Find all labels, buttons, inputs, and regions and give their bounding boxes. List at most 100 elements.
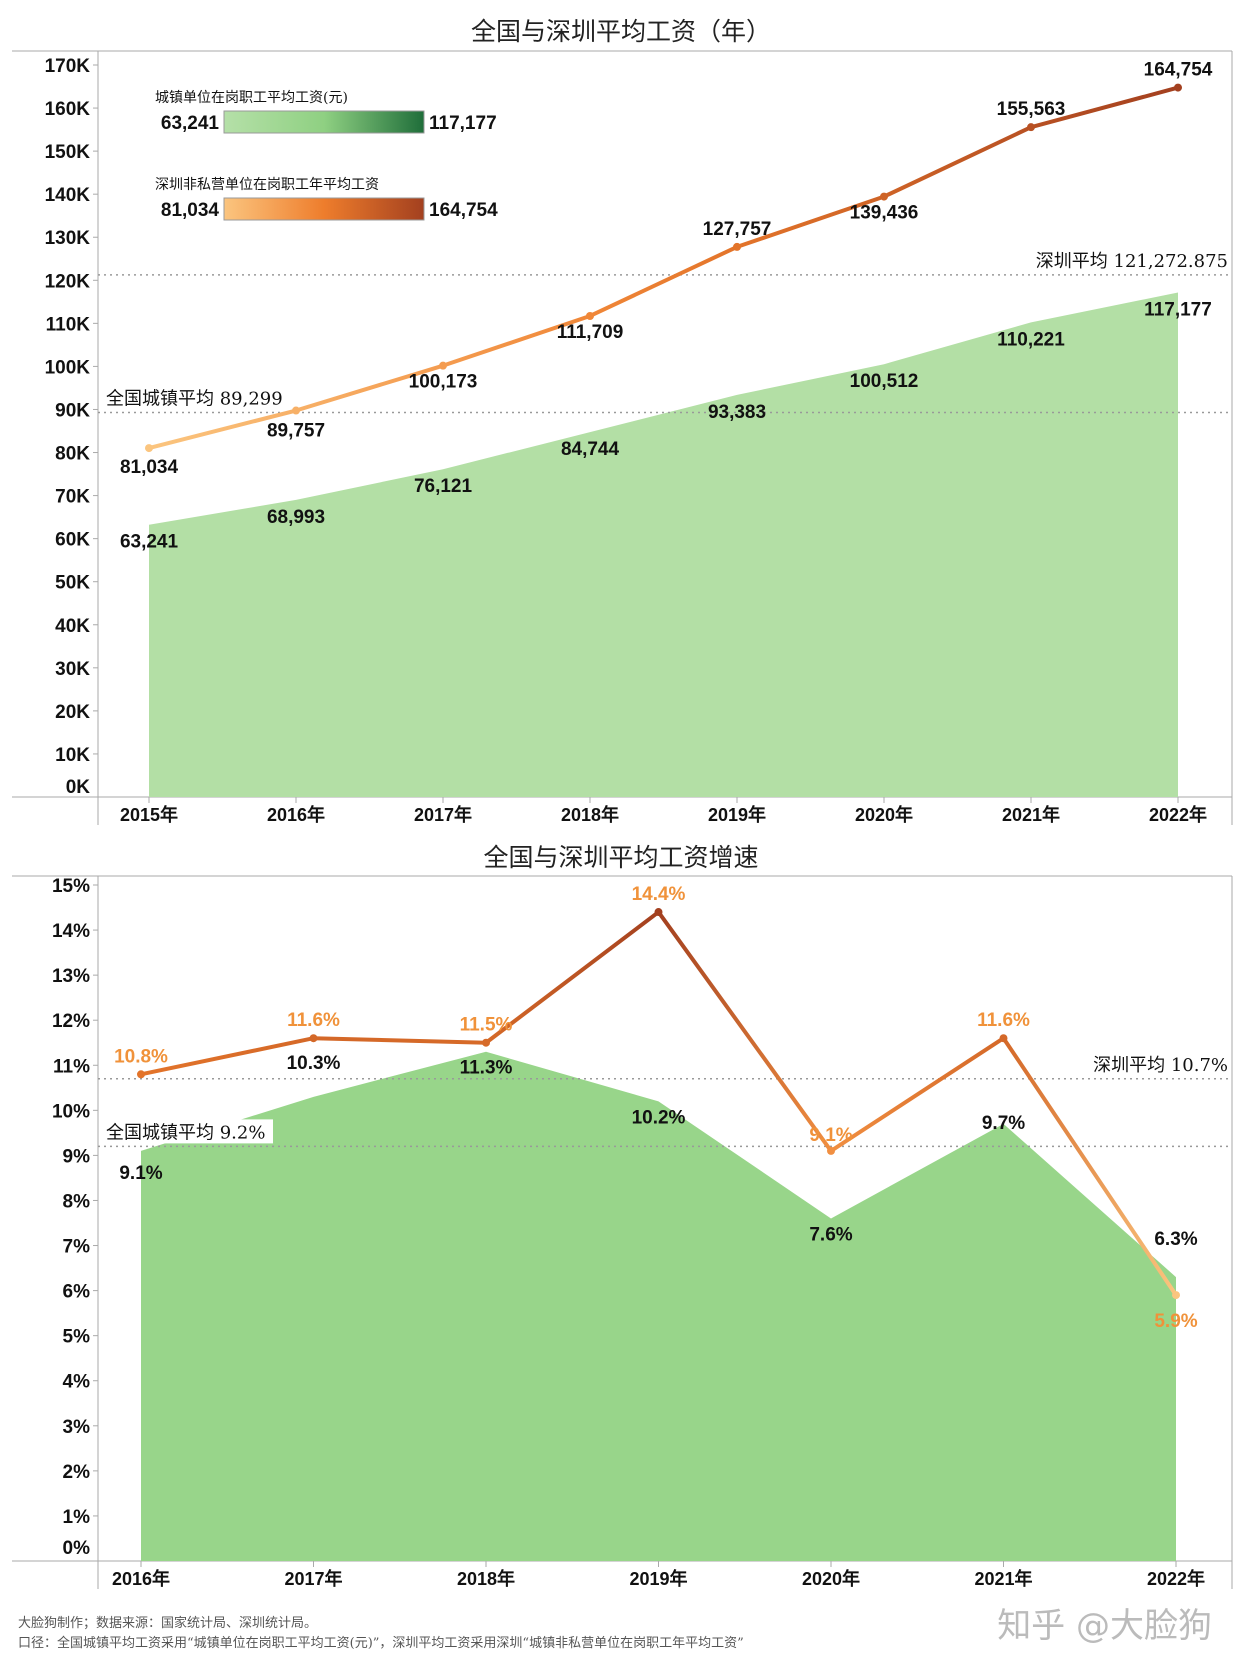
- area-data-label: 63,241: [120, 532, 179, 553]
- line-point: [827, 1146, 835, 1155]
- line-data-label: 111,709: [557, 322, 624, 343]
- line-data-label: 139,436: [850, 203, 919, 224]
- y-tick-label: 0%: [63, 1538, 91, 1559]
- y-tick-label: 70K: [55, 487, 90, 508]
- line-segment: [484, 910, 661, 1045]
- line-data-label: 155,563: [997, 99, 1066, 120]
- y-tick-label: 140K: [45, 185, 91, 206]
- y-tick-label: 160K: [45, 99, 91, 120]
- area-data-label: 10.3%: [287, 1053, 341, 1074]
- y-tick-label: 130K: [45, 228, 91, 249]
- x-tick-label: 2016年: [112, 1568, 170, 1589]
- reference-label-bg: [101, 1119, 273, 1144]
- y-tick-label: 10%: [52, 1101, 90, 1122]
- line-point: [145, 444, 153, 453]
- line-segment: [294, 363, 445, 413]
- line-point: [1172, 1291, 1180, 1300]
- line-segment: [656, 910, 833, 1153]
- x-tick-label: 2022年: [1149, 804, 1207, 825]
- y-tick-label: 6%: [63, 1282, 91, 1303]
- x-tick-label: 2019年: [708, 804, 766, 825]
- y-tick-label: 13%: [52, 966, 90, 987]
- line-point: [309, 1034, 318, 1043]
- y-tick-label: 2%: [63, 1462, 91, 1483]
- y-tick-label: 120K: [45, 271, 91, 292]
- chart-title-2: 全国与深圳平均工资增速: [483, 843, 759, 872]
- line-point: [733, 242, 741, 251]
- line-segment: [441, 313, 592, 368]
- line-data-label: 164,754: [1144, 60, 1213, 81]
- line-data-label: 11.6%: [287, 1010, 340, 1031]
- y-tick-label: 4%: [63, 1372, 91, 1393]
- line-point: [654, 908, 663, 917]
- line-segment: [139, 1036, 316, 1077]
- line-data-label: 81,034: [120, 457, 179, 478]
- line-point: [586, 311, 594, 320]
- x-tick-label: 2020年: [855, 804, 913, 825]
- x-tick-label: 2021年: [974, 1568, 1032, 1589]
- line-point: [999, 1034, 1008, 1043]
- footer-source: 大脸狗制作；数据来源：国家统计局、深圳统计局。: [18, 1616, 318, 1631]
- x-tick-label: 2017年: [284, 1568, 342, 1589]
- area-data-label: 10.2%: [632, 1107, 686, 1128]
- x-tick-label: 2019年: [629, 1568, 687, 1589]
- y-tick-label: 1%: [63, 1507, 91, 1528]
- line-point: [880, 192, 888, 201]
- area-data-label: 11.3%: [460, 1058, 513, 1079]
- line-point: [482, 1038, 490, 1047]
- legend-color-bar: [223, 110, 425, 134]
- line-data-label: 11.5%: [460, 1015, 513, 1036]
- y-tick-label: 12%: [52, 1011, 90, 1032]
- y-tick-label: 20K: [55, 702, 90, 723]
- x-tick-label: 2021年: [1002, 804, 1060, 825]
- area-data-label: 6.3%: [1154, 1229, 1197, 1250]
- line-point: [1027, 123, 1035, 132]
- line-data-label: 100,173: [409, 372, 478, 393]
- area-data-label: 76,121: [414, 476, 473, 497]
- y-tick-label: 8%: [63, 1191, 91, 1212]
- area-data-label: 117,177: [1144, 299, 1212, 320]
- y-tick-label: 0K: [66, 777, 91, 798]
- y-tick-label: 80K: [55, 444, 90, 465]
- line-segment: [829, 1036, 1006, 1153]
- y-tick-label: 14%: [52, 921, 90, 942]
- reference-label-shenzhen: 深圳平均 121,272.875: [1036, 251, 1228, 272]
- y-tick-label: 110K: [46, 314, 91, 335]
- x-tick-label: 2017年: [414, 804, 472, 825]
- y-tick-label: 3%: [63, 1417, 91, 1438]
- area-data-label: 7.6%: [809, 1224, 852, 1245]
- line-segment: [147, 408, 298, 451]
- x-tick-label: 2018年: [561, 804, 619, 825]
- y-tick-label: 5%: [63, 1327, 91, 1348]
- legend-title: 城镇单位在岗职工平均工资(元): [155, 90, 348, 106]
- x-tick-label: 2016年: [267, 804, 325, 825]
- x-tick-label: 2020年: [802, 1568, 860, 1589]
- line-segment: [735, 194, 886, 249]
- y-tick-label: 100K: [45, 357, 91, 378]
- x-tick-label: 2022年: [1147, 1568, 1205, 1589]
- line-data-label: 127,757: [703, 219, 772, 240]
- line-segment: [588, 244, 739, 318]
- line-point: [292, 406, 300, 415]
- line-data-label: 14.4%: [632, 884, 686, 905]
- watermark: 知乎 @大脸狗: [997, 1606, 1212, 1646]
- line-segment: [1001, 1036, 1178, 1298]
- y-tick-label: 50K: [55, 573, 90, 594]
- y-tick-label: 7%: [63, 1237, 91, 1258]
- legend-max: 164,754: [429, 200, 498, 221]
- line-data-label: 89,757: [267, 421, 325, 442]
- legend-max: 117,177: [429, 113, 497, 134]
- line-segment: [311, 1036, 488, 1045]
- reference-label-bg: [101, 385, 301, 410]
- y-tick-label: 15%: [52, 876, 90, 897]
- reference-label-national: 全国城镇平均 89,299: [106, 388, 283, 409]
- line-data-label: 10.8%: [114, 1046, 168, 1067]
- area-data-label: 68,993: [267, 507, 325, 528]
- reference-label-national: 全国城镇平均 9.2%: [106, 1122, 265, 1143]
- legend-title: 深圳非私营单位在岗职工年平均工资: [155, 177, 379, 193]
- line-point: [1174, 83, 1182, 92]
- area-series: [141, 1051, 1176, 1561]
- legend-color-bar: [223, 197, 425, 221]
- area-data-label: 9.7%: [982, 1113, 1025, 1134]
